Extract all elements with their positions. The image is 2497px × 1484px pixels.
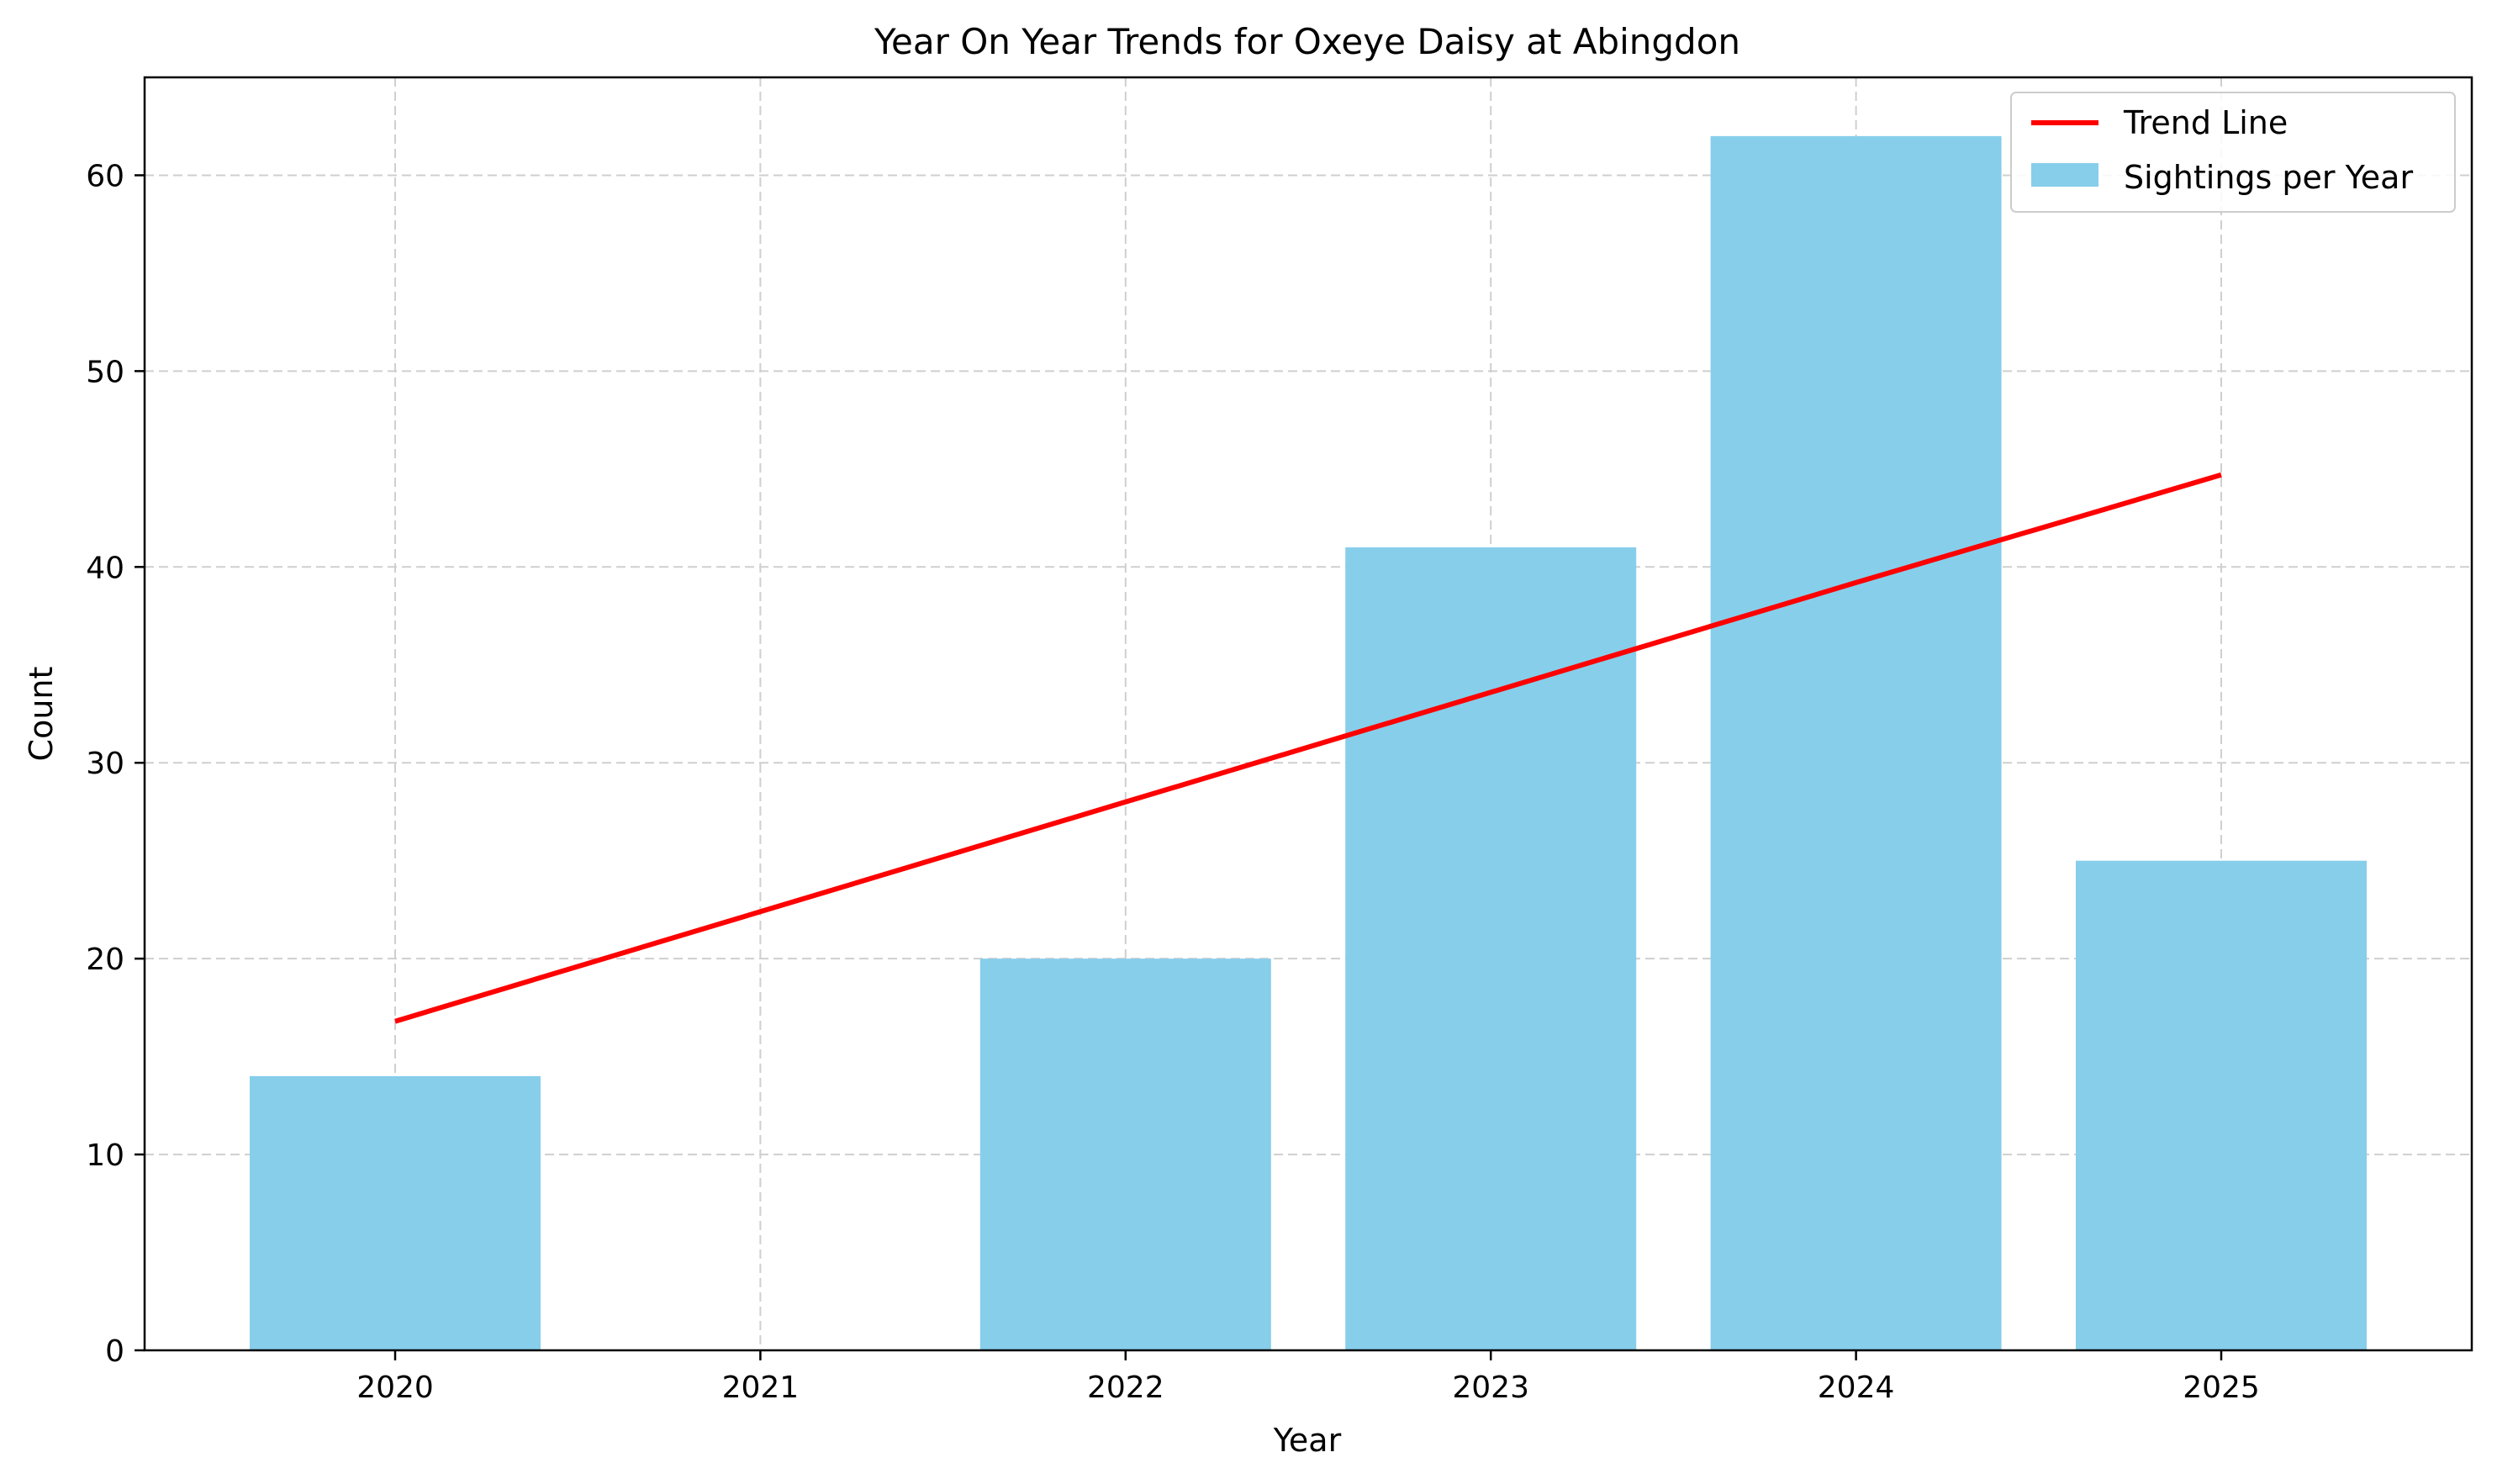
y-tick-label-30: 30 xyxy=(86,747,124,781)
x-tick-label-2023: 2023 xyxy=(1452,1370,1529,1405)
trend-line-group xyxy=(394,472,2222,1024)
x-tick-label-2025: 2025 xyxy=(2183,1370,2260,1405)
chart-title: Year On Year Trends for Oxeye Daisy at A… xyxy=(874,21,1740,62)
y-tick-label-60: 60 xyxy=(86,159,124,193)
bar-2023 xyxy=(1345,547,1637,1350)
bar-2022 xyxy=(979,959,1271,1350)
x-axis-ticks: 2020 2021 2022 2023 2024 2025 xyxy=(356,1350,2260,1405)
x-tick-label-2021: 2021 xyxy=(722,1370,800,1405)
y-axis-label: Count xyxy=(23,667,60,762)
x-tick-label-2024: 2024 xyxy=(1818,1370,1895,1405)
bar-2024 xyxy=(1710,135,2002,1350)
legend-swatch-sightings xyxy=(2031,163,2098,187)
x-axis-label: Year xyxy=(1273,1422,1342,1459)
legend-frame xyxy=(2010,92,2456,213)
x-tick-label-2022: 2022 xyxy=(1087,1370,1164,1405)
bar-2025 xyxy=(2076,860,2367,1350)
bars xyxy=(250,135,2367,1350)
x-tick-label-2020: 2020 xyxy=(356,1370,434,1405)
y-tick-label-0: 0 xyxy=(105,1334,124,1369)
y-tick-label-20: 20 xyxy=(86,943,124,977)
legend: Trend Line Sightings per Year xyxy=(2010,92,2456,213)
y-tick-label-50: 50 xyxy=(86,355,124,389)
legend-label-sightings: Sightings per Year xyxy=(2124,159,2413,196)
y-tick-label-40: 40 xyxy=(86,551,124,585)
plot-frame xyxy=(143,76,2473,1352)
y-axis-ticks: 0 10 20 30 40 50 60 xyxy=(86,159,145,1369)
trend-line xyxy=(394,472,2222,1024)
legend-label-trend-line: Trend Line xyxy=(2123,104,2288,141)
y-tick-label-10: 10 xyxy=(86,1138,124,1173)
bar-2020 xyxy=(250,1075,541,1350)
